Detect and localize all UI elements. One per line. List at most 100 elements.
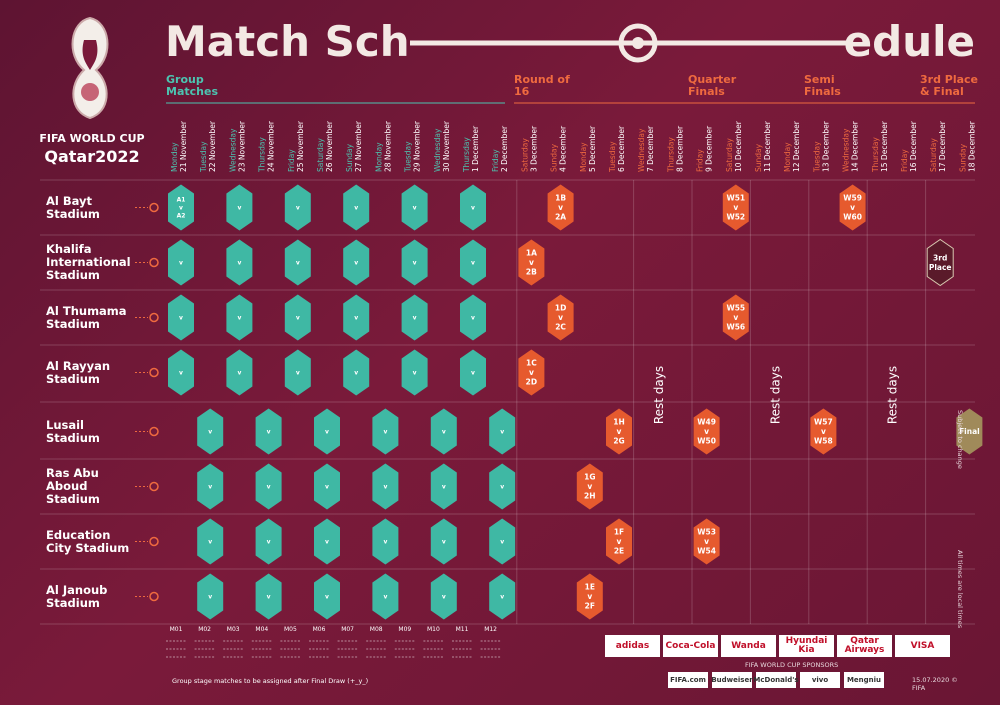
date: 8 December (675, 125, 684, 172)
match-label: v (442, 429, 446, 436)
match-hexagon (372, 463, 399, 510)
weekday: Wednesday (842, 128, 851, 172)
match-label: v (296, 260, 300, 267)
match-label: v (354, 205, 358, 212)
rest-days: Rest days (652, 366, 666, 424)
match-hexagon (197, 518, 224, 565)
match-label: v (237, 315, 241, 322)
weekday: Monday (579, 142, 588, 172)
match-hexagon (722, 294, 749, 341)
match-label: v (237, 370, 241, 377)
match-hexagon (460, 184, 486, 231)
stage-label: Semi Finals (804, 73, 841, 98)
weekday: Thursday (258, 137, 267, 173)
connector-node (149, 202, 159, 213)
match-label-line: 1H (613, 418, 625, 427)
date-header: Monday 5 December (579, 125, 597, 172)
match-label-line: v (413, 315, 417, 322)
weekday: Tuesday (404, 141, 413, 173)
date: 12 December (792, 120, 801, 172)
match-label: v (500, 429, 504, 436)
match-label-line: v (296, 205, 300, 212)
rest-days: Rest days (769, 366, 783, 424)
match-label: 1H v 2G (613, 418, 625, 446)
match-hexagon (489, 573, 516, 620)
sponsor-logo: Budweiser (711, 672, 753, 688)
match-label-line: 2C (555, 323, 566, 332)
stadium-name: Ras Abu Aboud Stadium (46, 466, 100, 506)
match-hexagon (226, 294, 253, 341)
match-hexagon (430, 463, 457, 510)
match-label-line: v (471, 205, 475, 212)
match-code: M06 (313, 626, 326, 633)
match-hexagon (197, 408, 224, 455)
date: 2 December (500, 125, 509, 172)
match-hexagon (226, 239, 253, 286)
match-hexagon (489, 463, 516, 510)
date-header: Monday 28 November (374, 120, 392, 172)
match-label-line: v (208, 484, 212, 491)
match-label-line: v (529, 368, 534, 377)
match-hexagon (197, 463, 224, 510)
match-label-line: v (442, 594, 446, 601)
sponsor-logo: vivo (800, 672, 840, 688)
logo-text: Qatar2022 (44, 147, 139, 166)
match-label: v (383, 594, 387, 601)
title-ball-center (632, 37, 644, 49)
match-hexagon (343, 294, 370, 341)
match-hexagon (284, 294, 311, 341)
match-label: 1D v 2C (555, 304, 567, 332)
date-header: Monday 21 November (170, 120, 188, 172)
match-label-line: W60 (843, 213, 862, 222)
match-label: v (296, 205, 300, 212)
match-hexagon (606, 408, 632, 455)
match-label-line: 2E (614, 547, 624, 556)
match-hexagon (460, 239, 486, 286)
match-code: M12 (484, 626, 497, 633)
weekday: Saturday (316, 138, 325, 172)
match-label-line: 1G (584, 473, 595, 482)
sponsors-heading: FIFA WORLD CUP SPONSORS (745, 661, 839, 669)
match-label: W49 v W50 (697, 418, 716, 446)
match-label-line: v (354, 260, 358, 267)
weekday: Monday (170, 142, 179, 172)
match-label-line: v (267, 539, 271, 546)
date-header: Wednesday 14 December (842, 120, 860, 172)
match-hexagon (606, 518, 632, 565)
date-header: Thursday 24 November (258, 120, 276, 173)
match-label-line: v (354, 315, 358, 322)
date-header: Friday 9 December (696, 125, 714, 172)
date-header: Thursday 15 December (871, 120, 889, 173)
sponsor-logo: Qatar Airways (837, 635, 892, 657)
match-label-line: v (267, 484, 271, 491)
match-hexagon (255, 463, 282, 510)
match-code: M11 (456, 626, 469, 633)
match-label: v (325, 484, 329, 491)
match-label-line: v (179, 370, 183, 377)
connector-node (149, 426, 159, 437)
match-label-line: W49 (697, 418, 716, 427)
match-label-line: v (733, 203, 738, 212)
match-label: v (413, 205, 417, 212)
match-label: v (471, 315, 475, 322)
match-label-line: v (558, 313, 563, 322)
match-label-line: 1F (614, 528, 624, 537)
date: 16 December (909, 120, 918, 172)
match-label-line: v (179, 260, 183, 267)
match-label-line: 1C (526, 359, 537, 368)
sponsor-logo: Mengniu (844, 672, 884, 688)
logo-inner (82, 40, 98, 70)
date-header: Friday 16 December (900, 120, 918, 172)
match-label: v (471, 205, 475, 212)
match-code: M10 (427, 626, 440, 633)
match-hexagon (518, 239, 545, 286)
match-hexagon (693, 408, 720, 455)
date: 10 December (734, 120, 743, 172)
title: edule (844, 17, 975, 66)
match-label-line: v (500, 429, 504, 436)
connector-node (149, 536, 159, 547)
match-hexagon (226, 184, 253, 231)
match-label-line: v (208, 429, 212, 436)
match-label-line: 2A (555, 213, 566, 222)
